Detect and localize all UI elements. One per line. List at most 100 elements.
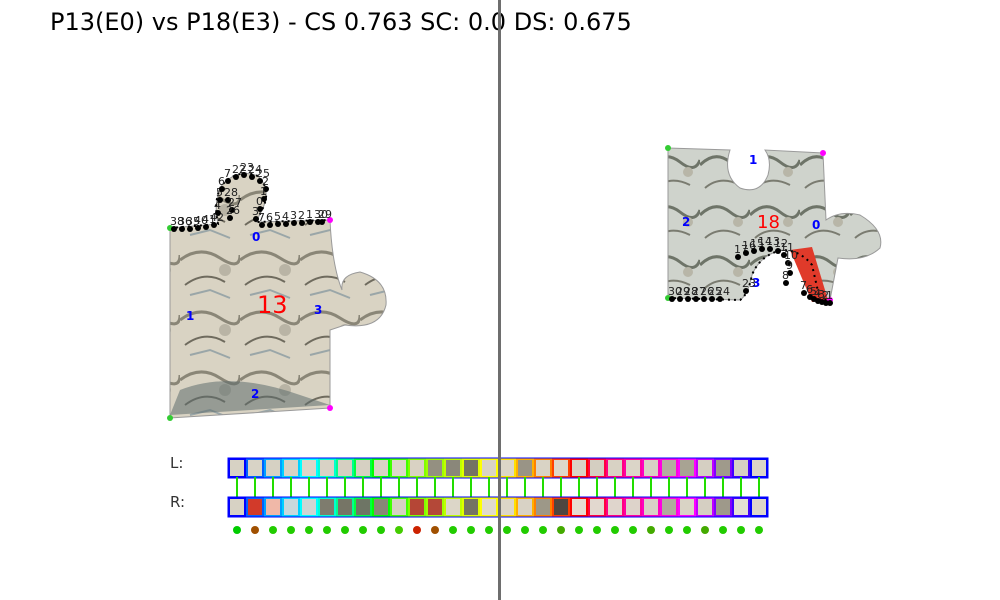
- right-strip-cell: [264, 497, 282, 517]
- left-strip-cell: [372, 458, 390, 478]
- left-strip-cell: [588, 458, 606, 478]
- right-color-strip: [227, 496, 769, 518]
- right-tab-point: [735, 254, 741, 260]
- left-strip-cell: [534, 458, 552, 478]
- right-strip-cell: [588, 497, 606, 517]
- right-tab-point-label: 23: [742, 277, 756, 290]
- match-dot: [629, 526, 637, 534]
- left-tab-point-label: 6: [218, 175, 225, 188]
- center-divider: [498, 0, 501, 600]
- match-dot: [449, 526, 457, 534]
- right-tab-point: [767, 246, 773, 252]
- left-tab-point-label: 5: [216, 186, 223, 199]
- left-strip-cell: [426, 458, 444, 478]
- left-tab-point: [261, 196, 267, 202]
- left-tab-point-label: 24: [248, 163, 262, 176]
- right-strip-cell: [354, 497, 372, 517]
- right-tab-point: [709, 296, 715, 302]
- right-tab-point: [785, 260, 791, 266]
- match-dot: [755, 526, 763, 534]
- right-tab-point: [827, 300, 833, 306]
- right-strip-cell: [300, 497, 318, 517]
- left-strip-cell: [606, 458, 624, 478]
- comparison-title: P13(E0) vs P18(E3) - CS 0.763 SC: 0.0 DS…: [50, 8, 632, 36]
- left-strip-cell: [264, 458, 282, 478]
- left-tab-point-label: 2: [298, 209, 305, 222]
- right-tab-point: [693, 296, 699, 302]
- right-edge-label-0: 0: [812, 218, 820, 232]
- right-tab-point-label: 13: [766, 235, 780, 248]
- left-tab-point-label: 29: [318, 208, 332, 221]
- right-strip-cell: [444, 497, 462, 517]
- left-tab-point-label: 7: [224, 167, 231, 180]
- right-tab-point: [759, 246, 765, 252]
- right-strip-cell: [696, 497, 714, 517]
- right-tab-point-label: 14: [758, 235, 772, 248]
- match-dot: [557, 526, 565, 534]
- left-tab-point: [225, 197, 231, 203]
- left-tab-point-label: 23: [240, 161, 254, 174]
- left-tab-point: [257, 178, 263, 184]
- left-tab-point: [217, 197, 223, 203]
- right-strip-cell: [516, 497, 534, 517]
- right-tab-point: [669, 296, 675, 302]
- match-dot: [233, 526, 241, 534]
- right-tab-point-label: 1: [826, 289, 833, 302]
- left-strip-cell: [246, 458, 264, 478]
- right-piece-id-label: 18: [757, 212, 780, 233]
- left-piece-id-label: 13: [257, 291, 288, 319]
- right-tab-point: [743, 288, 749, 294]
- match-dot: [341, 526, 349, 534]
- right-tab-point-label: 29: [676, 285, 690, 298]
- left-tab-point-label: 7: [258, 211, 265, 224]
- left-tab-point-label: 4: [282, 210, 289, 223]
- left-strip-cell: [678, 458, 696, 478]
- right-strip-cell: [246, 497, 264, 517]
- left-strip-cell: [336, 458, 354, 478]
- left-tab-point: [259, 222, 265, 228]
- left-strip-cell: [642, 458, 660, 478]
- left-tab-point: [215, 210, 221, 216]
- right-tab-point: [801, 290, 807, 296]
- right-strip-cell: [660, 497, 678, 517]
- right-edge-label-3: 3: [752, 276, 760, 290]
- left-tab-point: [227, 215, 233, 221]
- left-strip-cell: [282, 458, 300, 478]
- right-tab-point-label: 26: [700, 285, 714, 298]
- right-tab-point-label: 11: [780, 241, 794, 254]
- right-tab-point-label: 4: [814, 287, 821, 300]
- left-strip-cell: [354, 458, 372, 478]
- match-dot: [287, 526, 295, 534]
- right-tab-point-label: 7: [800, 279, 807, 292]
- left-strip-cell: [660, 458, 678, 478]
- right-strip-cell: [552, 497, 570, 517]
- match-dot: [665, 526, 673, 534]
- right-strip-cell: [570, 497, 588, 517]
- left-strip-cell: [228, 458, 246, 478]
- right-strip-cell: [390, 497, 408, 517]
- left-tab-point-label: 4: [214, 199, 221, 212]
- left-strip-cell: [552, 458, 570, 478]
- match-dots: [233, 526, 763, 534]
- right-tab-point-label: 27: [692, 285, 706, 298]
- left-tab-point-label: 3: [252, 205, 259, 218]
- left-edge-label-2: 2: [251, 387, 259, 401]
- right-tab-point: [751, 248, 757, 254]
- left-edge-label-3: 3: [314, 303, 322, 317]
- left-tab-point: [241, 172, 247, 178]
- left-tab-point-label: 3: [290, 209, 297, 222]
- left-strip-cell: [624, 458, 642, 478]
- match-dot: [647, 526, 655, 534]
- left-tab-point-label: 1: [260, 185, 267, 198]
- left-strip-cell: [516, 458, 534, 478]
- right-tab-point-label: 25: [708, 285, 722, 298]
- match-dot: [737, 526, 745, 534]
- right-strip-cell: [750, 497, 768, 517]
- right-tab-point-label: 3: [818, 288, 825, 301]
- left-strip-cell: [444, 458, 462, 478]
- left-tab-point-label: 5: [274, 210, 281, 223]
- right-strip-label: R:: [170, 493, 186, 511]
- right-tab-point: [701, 296, 707, 302]
- match-dot: [431, 526, 439, 534]
